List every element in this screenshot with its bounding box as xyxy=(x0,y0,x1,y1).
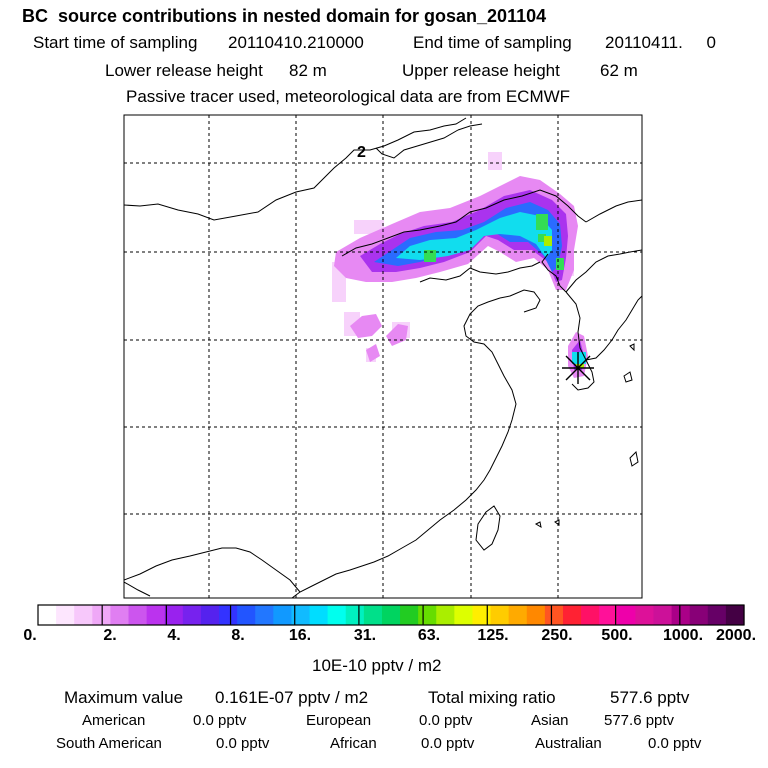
colorbar-tick-label: 16. xyxy=(288,627,312,644)
colorbar-swatch xyxy=(490,605,510,625)
colorbar-swatch xyxy=(146,605,166,625)
colorbar-swatch xyxy=(74,605,93,625)
colorbar-swatch xyxy=(110,605,130,625)
lower-height-value: 82 m xyxy=(289,61,327,80)
region-asian-label: Asian xyxy=(531,712,569,729)
upper-height-label: Upper release height xyxy=(402,61,560,80)
colorbar-swatch xyxy=(508,605,528,625)
colorbar-swatch xyxy=(418,605,437,625)
colorbar-swatch xyxy=(327,605,347,625)
end-time-label: End time of sampling xyxy=(413,33,572,52)
region-south-american-value: 0.0 pptv xyxy=(216,735,270,752)
colorbar-swatch xyxy=(436,605,455,625)
colorbar-swatch xyxy=(309,605,329,625)
colorbar-tick-label: 8. xyxy=(231,627,245,644)
colorbar-units: 10E-10 pptv / m2 xyxy=(312,656,442,675)
plume-cyan xyxy=(396,212,552,260)
map-frame xyxy=(123,114,643,599)
colorbar-tick-label: 0. xyxy=(23,627,37,644)
colorbar-swatch xyxy=(635,605,655,625)
max-value-label: Maximum value xyxy=(64,688,184,707)
colorbar-tick-label: 500. xyxy=(601,627,633,644)
plot-title: BC source contributions in nested domain… xyxy=(22,6,547,26)
region-asian-value: 577.6 pptv xyxy=(604,712,675,729)
colorbar-swatch xyxy=(599,605,618,625)
max-value: 0.161E-07 pptv / m2 xyxy=(215,688,369,707)
colorbar-swatch xyxy=(725,605,745,625)
region-european-value: 0.0 pptv xyxy=(419,712,473,729)
colorbar-tick-label: 250. xyxy=(541,627,573,644)
colorbar-tick-label: 1000. xyxy=(662,627,704,644)
total-mixing-value: 577.6 pptv xyxy=(610,688,690,707)
colorbar-tick-label: 125. xyxy=(477,627,509,644)
upper-height-value: 62 m xyxy=(600,61,638,80)
colorbar-swatch xyxy=(526,605,546,625)
start-time-value: 20110410.210000 xyxy=(228,33,364,52)
end-time-value: 20110411. 0 xyxy=(605,33,716,52)
colorbar-tick-label: 2000. xyxy=(715,627,757,644)
receptor-marker-icon xyxy=(562,352,594,384)
colorbar-swatch xyxy=(56,605,75,625)
total-mixing-label: Total mixing ratio xyxy=(428,688,556,707)
region-african-label: African xyxy=(330,735,377,752)
colorbar-swatch xyxy=(219,605,238,625)
colorbar-swatch xyxy=(400,605,419,625)
colorbar-swatch xyxy=(562,605,582,625)
colorbar-swatch xyxy=(363,605,383,625)
colorbar-swatch xyxy=(472,605,492,625)
colorbar-swatch xyxy=(689,605,709,625)
colorbar-tick-label: 4. xyxy=(167,627,181,644)
contour-label: 2 xyxy=(357,144,366,161)
region-american-label: American xyxy=(82,712,146,729)
colorbar-swatch xyxy=(707,605,727,625)
colorbar-swatch xyxy=(200,605,220,625)
colorbar-swatch xyxy=(164,605,184,625)
colorbar-swatch xyxy=(237,605,256,625)
colorbar-tick-label: 2. xyxy=(103,627,117,644)
region-south-american-label: South American xyxy=(56,735,162,752)
colorbar-tick-label: 31. xyxy=(353,627,377,644)
colorbar-swatch xyxy=(653,605,673,625)
lower-height-label: Lower release height xyxy=(105,61,263,80)
colorbar-swatch xyxy=(38,605,57,625)
colorbar-swatch xyxy=(381,605,401,625)
colorbar-swatch xyxy=(581,605,600,625)
region-european-label: European xyxy=(306,712,372,729)
start-time-label: Start time of sampling xyxy=(33,33,198,52)
lat-lon-grid xyxy=(124,115,642,598)
colorbar-swatch xyxy=(273,605,293,625)
colorbar-swatch xyxy=(345,605,365,625)
colorbar-frame xyxy=(37,604,745,626)
colorbar-swatch xyxy=(544,605,564,625)
colorbar-swatch xyxy=(454,605,474,625)
colorbar-swatch xyxy=(291,605,311,625)
colorbar-swatch xyxy=(128,605,148,625)
colorbar-swatch xyxy=(182,605,202,625)
region-australian-value: 0.0 pptv xyxy=(648,735,702,752)
colorbar-swatch xyxy=(617,605,636,625)
plume-layer xyxy=(332,152,588,378)
colorbar-tick-label: 63. xyxy=(417,627,441,644)
colorbar-swatch xyxy=(255,605,274,625)
tracer-note: Passive tracer used, meteorological data… xyxy=(126,87,571,106)
colorbar-major-ticks xyxy=(101,605,681,625)
colorbar-swatch xyxy=(671,605,691,625)
region-australian-label: Australian xyxy=(535,735,602,752)
region-african-value: 0.0 pptv xyxy=(421,735,475,752)
region-american-value: 0.0 pptv xyxy=(193,712,247,729)
colorbar xyxy=(38,605,745,625)
